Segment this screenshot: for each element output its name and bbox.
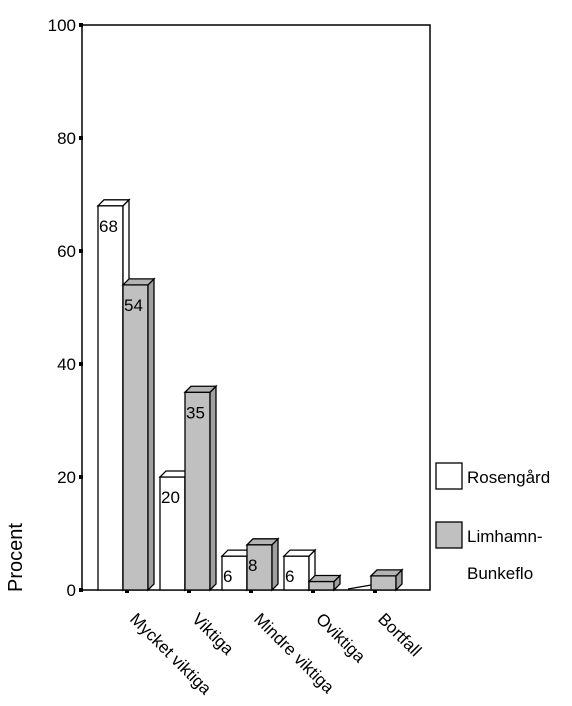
bar-limhamn bbox=[369, 568, 404, 592]
y-tick-mark bbox=[79, 136, 83, 140]
bar-top bbox=[307, 574, 342, 583]
bar-front bbox=[221, 555, 248, 591]
bar-top bbox=[96, 199, 131, 207]
bar-top bbox=[121, 278, 156, 286]
bar-front bbox=[308, 580, 335, 591]
bar-front bbox=[184, 391, 211, 591]
y-axis: 0 20 40 60 80 100 bbox=[48, 16, 83, 600]
x-tick-label: Bortfall bbox=[374, 609, 425, 660]
legend-label-limhamn: Limhamn- bbox=[467, 527, 543, 546]
x-tick-mark bbox=[125, 589, 129, 593]
data-label: 54 bbox=[124, 296, 143, 315]
legend-label-limhamn: Bunkeflo bbox=[467, 564, 533, 583]
y-tick-mark bbox=[79, 249, 83, 253]
bar-front bbox=[246, 544, 273, 591]
data-label: 6 bbox=[223, 567, 232, 586]
bar-side bbox=[147, 277, 155, 592]
y-tick-mark bbox=[79, 475, 83, 479]
y-tick-label: 60 bbox=[57, 242, 76, 261]
bar-front bbox=[159, 476, 186, 591]
x-tick-label: Oviktiga bbox=[312, 609, 369, 666]
bar-front bbox=[370, 575, 397, 591]
legend-swatch-rosengard bbox=[435, 462, 463, 490]
data-label: 8 bbox=[248, 556, 257, 575]
data-label: 6 bbox=[285, 567, 294, 586]
data-label: 35 bbox=[186, 403, 205, 422]
y-tick-label: 20 bbox=[57, 468, 76, 487]
bars bbox=[96, 198, 404, 592]
data-label: 20 bbox=[161, 488, 180, 507]
x-tick-mark bbox=[187, 589, 191, 593]
y-tick-label: 40 bbox=[57, 355, 76, 374]
y-tick-label: 100 bbox=[48, 16, 76, 35]
x-tick-mark bbox=[249, 589, 253, 593]
bar-top bbox=[245, 538, 280, 546]
y-tick-mark bbox=[79, 23, 83, 27]
bar-top bbox=[183, 385, 218, 393]
legend-swatch-limhamn bbox=[435, 521, 463, 549]
bar-limhamn bbox=[121, 277, 156, 592]
y-tick-label: 80 bbox=[57, 129, 76, 148]
x-tick-mark bbox=[373, 589, 377, 593]
bar-top bbox=[282, 549, 317, 557]
bar-top bbox=[369, 569, 404, 577]
y-tick-mark bbox=[79, 588, 83, 592]
legend-label-rosengard: Rosengård bbox=[467, 468, 550, 487]
y-tick-mark bbox=[79, 362, 83, 366]
data-label: 68 bbox=[99, 217, 118, 236]
bar-side bbox=[271, 537, 279, 592]
bar-front bbox=[97, 205, 124, 591]
bar-limhamn bbox=[245, 537, 280, 592]
bar-side bbox=[209, 384, 217, 592]
bar-front bbox=[122, 284, 149, 591]
bar-limhamn bbox=[307, 573, 342, 592]
y-axis-title: Procent bbox=[5, 523, 27, 592]
x-tick-mark bbox=[311, 589, 315, 593]
bar-limhamn bbox=[183, 384, 218, 592]
legend: Rosengård Limhamn- Bunkeflo bbox=[435, 462, 550, 583]
x-tick-label: Viktiga bbox=[188, 609, 238, 659]
y-tick-label: 0 bbox=[67, 581, 76, 600]
